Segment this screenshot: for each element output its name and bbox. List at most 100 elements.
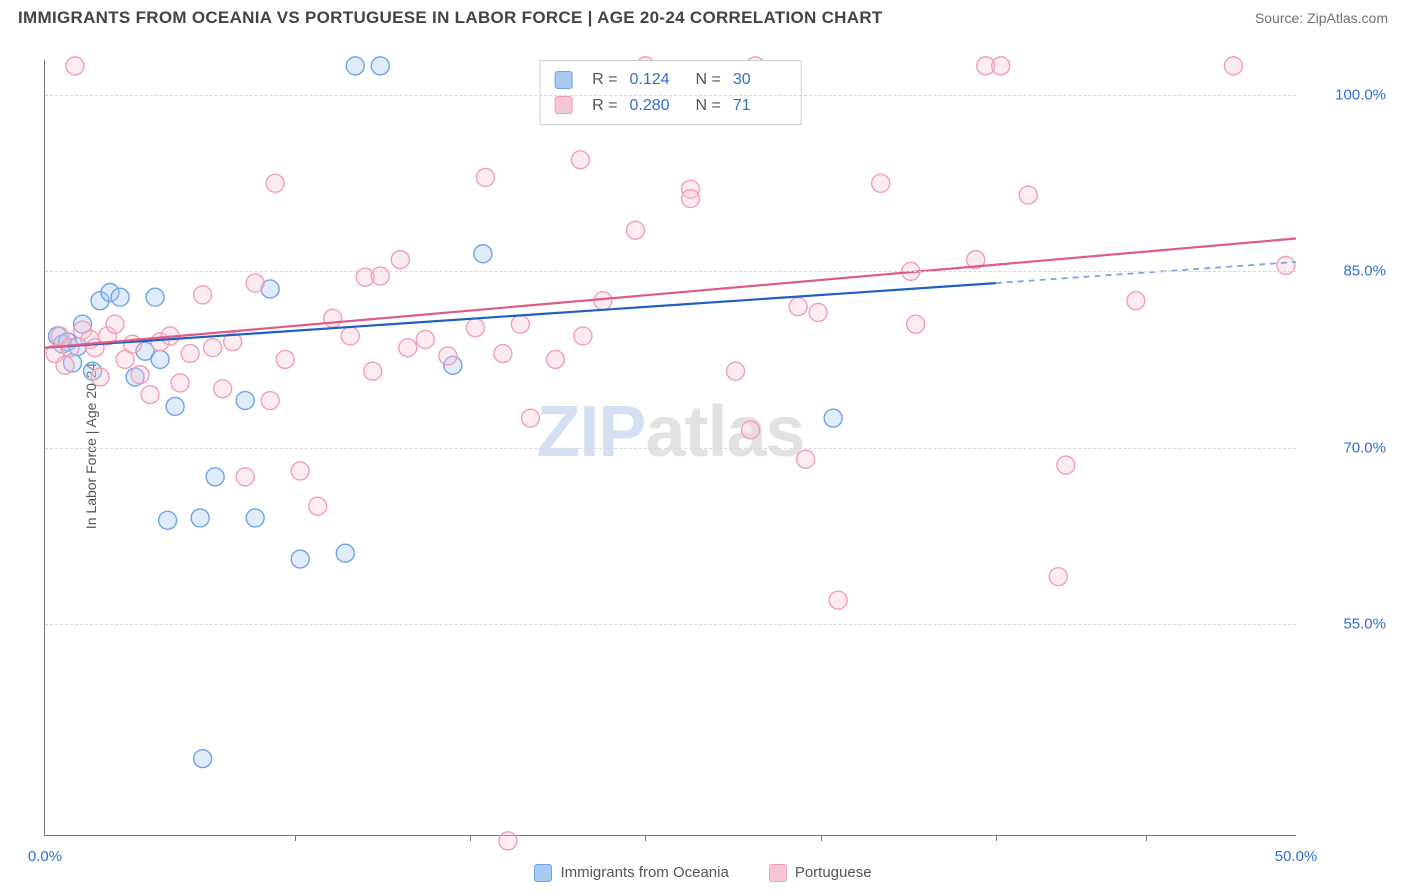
correlation-row: R = 0.124 N = 30 <box>554 67 787 93</box>
data-point <box>546 350 564 368</box>
r-value: 0.280 <box>630 93 684 119</box>
r-label: R = <box>592 93 617 119</box>
data-point <box>206 468 224 486</box>
data-point <box>474 245 492 263</box>
data-point <box>66 57 84 75</box>
x-tick-mark <box>996 835 997 841</box>
data-point <box>1049 568 1067 586</box>
x-tick-mark <box>821 835 822 841</box>
grid-line <box>45 95 1296 96</box>
data-point <box>416 330 434 348</box>
data-point <box>494 345 512 363</box>
grid-line <box>45 271 1296 272</box>
data-point <box>797 450 815 468</box>
data-point <box>291 550 309 568</box>
data-point <box>992 57 1010 75</box>
data-point <box>159 511 177 529</box>
data-point <box>309 497 327 515</box>
bottom-legend: Immigrants from Oceania Portuguese <box>0 864 1406 882</box>
data-point <box>789 298 807 316</box>
n-value: 71 <box>733 93 787 119</box>
data-point <box>106 315 124 333</box>
data-point <box>214 380 232 398</box>
x-tick-label: 50.0% <box>1275 848 1318 865</box>
data-point <box>809 303 827 321</box>
trend-line-extrapolated <box>996 262 1296 283</box>
y-tick-label: 85.0% <box>1306 263 1386 280</box>
data-point <box>391 251 409 269</box>
data-point <box>521 409 539 427</box>
x-tick-mark <box>295 835 296 841</box>
n-label: N = <box>696 93 721 119</box>
trend-line <box>45 283 996 348</box>
data-point <box>439 347 457 365</box>
r-value: 0.124 <box>630 67 684 93</box>
legend-label: Immigrants from Oceania <box>560 864 728 881</box>
data-point <box>336 544 354 562</box>
data-point <box>824 409 842 427</box>
data-point <box>364 362 382 380</box>
data-point <box>171 374 189 392</box>
data-point <box>181 345 199 363</box>
data-point <box>829 591 847 609</box>
legend-swatch <box>554 96 572 114</box>
data-point <box>194 286 212 304</box>
data-point <box>1224 57 1242 75</box>
data-point <box>594 292 612 310</box>
data-point <box>727 362 745 380</box>
data-point <box>626 221 644 239</box>
data-point <box>56 356 74 374</box>
header-bar: IMMIGRANTS FROM OCEANIA VS PORTUGUESE IN… <box>0 0 1406 32</box>
y-tick-label: 100.0% <box>1306 87 1386 104</box>
r-label: R = <box>592 67 617 93</box>
data-point <box>1019 186 1037 204</box>
legend-swatch <box>554 71 572 89</box>
y-tick-label: 55.0% <box>1306 615 1386 632</box>
legend-item: Immigrants from Oceania <box>534 864 728 882</box>
data-point <box>141 386 159 404</box>
data-point <box>111 288 129 306</box>
data-point <box>511 315 529 333</box>
data-point <box>742 421 760 439</box>
data-point <box>266 174 284 192</box>
correlation-legend-box: R = 0.124 N = 30 R = 0.280 N = 71 <box>539 60 802 125</box>
data-point <box>61 339 79 357</box>
data-point <box>236 468 254 486</box>
legend-label: Portuguese <box>795 864 872 881</box>
data-point <box>276 350 294 368</box>
data-point <box>399 339 417 357</box>
data-point <box>476 168 494 186</box>
data-point <box>907 315 925 333</box>
data-point <box>574 327 592 345</box>
data-point <box>194 750 212 768</box>
x-tick-mark <box>1146 835 1147 841</box>
data-point <box>872 174 890 192</box>
data-point <box>261 392 279 410</box>
legend-swatch <box>769 864 787 882</box>
data-point <box>146 288 164 306</box>
data-point <box>1057 456 1075 474</box>
data-point <box>682 190 700 208</box>
grid-line <box>45 624 1296 625</box>
data-point <box>236 392 254 410</box>
data-point <box>151 350 169 368</box>
data-point <box>204 339 222 357</box>
n-value: 30 <box>733 67 787 93</box>
grid-line <box>45 448 1296 449</box>
data-point <box>166 397 184 415</box>
data-point <box>371 57 389 75</box>
data-point <box>466 319 484 337</box>
chart-title: IMMIGRANTS FROM OCEANIA VS PORTUGUESE IN… <box>18 8 883 28</box>
data-point <box>571 151 589 169</box>
data-point <box>124 335 142 353</box>
data-point <box>499 832 517 850</box>
n-label: N = <box>696 67 721 93</box>
data-point <box>341 327 359 345</box>
data-point <box>131 366 149 384</box>
data-point <box>91 368 109 386</box>
data-point <box>246 274 264 292</box>
data-point <box>191 509 209 527</box>
source-label: Source: ZipAtlas.com <box>1255 10 1388 26</box>
data-point <box>324 309 342 327</box>
trend-line <box>45 238 1296 347</box>
